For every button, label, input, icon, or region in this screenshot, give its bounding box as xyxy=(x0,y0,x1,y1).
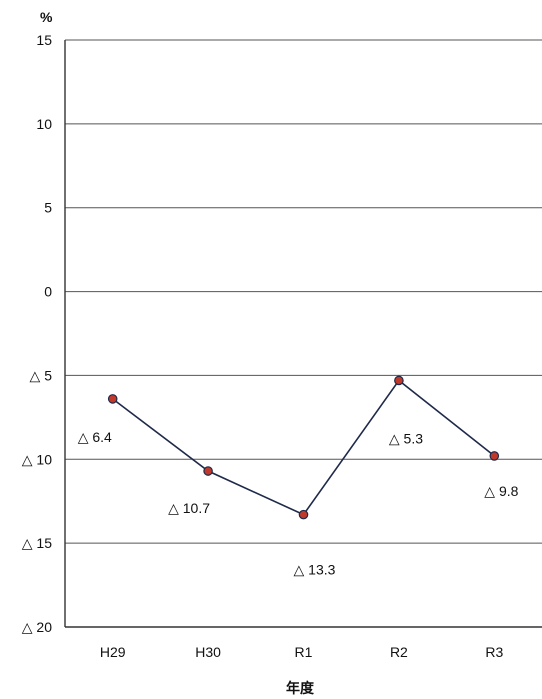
x-tick-label-3: R2 xyxy=(390,644,408,660)
data-point-4 xyxy=(489,451,500,461)
data-point-1 xyxy=(203,466,213,476)
data-point-2 xyxy=(298,509,309,520)
y-unit-label: % xyxy=(40,9,53,25)
series-polyline xyxy=(112,379,495,516)
y-tick-label-7: △ 20 xyxy=(22,619,52,635)
y-tick-label-4: △ 5 xyxy=(30,367,53,383)
x-tick-label-2: R1 xyxy=(295,644,313,660)
y-tick-label-5: △ 10 xyxy=(22,451,52,467)
gridlines xyxy=(64,39,542,628)
data-label-1: △ 10.7 xyxy=(168,500,210,516)
x-axis-title: 年度 xyxy=(286,680,315,697)
data-label-3: △ 5.3 xyxy=(389,430,423,446)
y-tick-label-1: 10 xyxy=(36,116,52,132)
x-tick-label-4: R3 xyxy=(485,644,503,660)
data-labels: △ 6.4 △ 10.7 △ 13.3 △ 5.3 △ 9.8 xyxy=(78,429,519,578)
data-label-2: △ 13.3 xyxy=(294,562,336,578)
y-tick-label-6: △ 15 xyxy=(22,535,52,551)
y-tick-label-3: 0 xyxy=(44,284,52,300)
x-tick-label-0: H29 xyxy=(100,644,126,660)
data-points xyxy=(107,375,500,520)
y-tick-label-0: 15 xyxy=(36,32,52,48)
data-point-0 xyxy=(107,394,118,404)
y-tick-labels: 15 10 5 0 △ 5 △ 10 △ 15 △ 20 xyxy=(22,32,52,635)
x-tick-label-1: H30 xyxy=(195,644,221,660)
y-tick-label-2: 5 xyxy=(44,200,52,216)
data-label-4: △ 9.8 xyxy=(484,483,518,499)
data-point-3 xyxy=(394,375,404,386)
data-label-0: △ 6.4 xyxy=(78,429,112,445)
x-tick-labels: H29 H30 R1 R2 R3 xyxy=(100,644,504,660)
series-line xyxy=(112,379,495,516)
